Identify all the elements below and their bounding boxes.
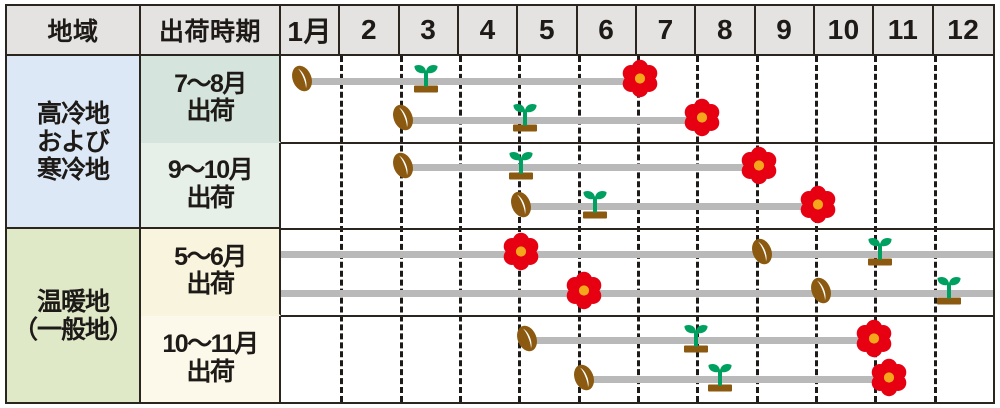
header-month-9: 9 xyxy=(755,6,815,56)
header-month-2: 2 xyxy=(340,6,400,56)
header-month-11: 11 xyxy=(874,6,934,56)
row-separator xyxy=(281,228,993,230)
shipping-period-cell: 5～6月 出荷 xyxy=(141,229,281,316)
header-month-6: 6 xyxy=(577,6,637,56)
header-month-8: 8 xyxy=(696,6,756,56)
sprout-icon xyxy=(501,145,541,190)
shipping-label-line: 7～8月 xyxy=(174,69,247,98)
flower-icon xyxy=(853,317,895,364)
header-month-3: 3 xyxy=(399,6,459,56)
sprout-icon xyxy=(700,357,740,402)
seed-icon xyxy=(745,235,779,274)
region-label-line: 高冷地 xyxy=(36,99,110,128)
flower-icon xyxy=(797,183,839,230)
timeline-bar xyxy=(527,337,875,345)
header-month-1: 1月 xyxy=(281,6,341,56)
header-month-12: 12 xyxy=(933,6,993,56)
shipping-label-line: 出荷 xyxy=(186,270,235,299)
shipping-period-cell: 9～10月 出荷 xyxy=(141,142,281,229)
shipping-label-line: 出荷 xyxy=(186,183,235,212)
region-label-line: および xyxy=(36,127,110,156)
sprout-icon xyxy=(676,318,716,363)
flower-icon xyxy=(500,231,542,278)
timeline-bar xyxy=(521,203,818,210)
header-month-10: 10 xyxy=(815,6,875,56)
region-label-line: 温暖地 xyxy=(36,287,110,316)
flower-icon xyxy=(738,144,780,191)
row-separator xyxy=(281,314,993,317)
shipping-period-cell: 7～8月 出荷 xyxy=(141,56,281,143)
seed-icon xyxy=(386,148,420,187)
region-cell-cold: 高冷地 および 寒冷地 xyxy=(7,56,141,229)
timeline-bar xyxy=(301,77,640,85)
sprout-icon xyxy=(860,232,900,277)
table-outer-frame xyxy=(5,4,995,404)
header-month-4: 4 xyxy=(459,6,519,56)
timeline-bar xyxy=(583,376,890,383)
row-separator xyxy=(281,141,993,144)
timeline-bar xyxy=(281,289,993,297)
timeline-bar xyxy=(402,164,759,172)
flower-icon xyxy=(619,58,661,105)
sprout-icon xyxy=(505,98,545,143)
region-label-line: 寒冷地 xyxy=(36,155,110,184)
shipping-label-line: 出荷 xyxy=(186,357,235,386)
flower-icon xyxy=(868,356,910,402)
sprout-icon xyxy=(929,271,969,316)
seed-icon xyxy=(567,360,601,399)
shipping-label-line: 出荷 xyxy=(186,97,235,126)
timeline-grid xyxy=(281,56,993,402)
flower-icon xyxy=(563,270,605,317)
shipping-label-line: 10～11月 xyxy=(162,330,259,359)
flower-icon xyxy=(681,97,723,144)
seed-icon xyxy=(804,274,838,313)
timeline-bar xyxy=(281,250,993,258)
header-month-7: 7 xyxy=(637,6,697,56)
shipping-label-line: 9～10月 xyxy=(167,156,254,185)
sprout-icon xyxy=(406,59,446,104)
timeline-bar xyxy=(402,116,703,124)
seed-icon xyxy=(510,321,544,360)
sprout-icon xyxy=(575,184,615,229)
shipping-period-cell: 10～11月 出荷 xyxy=(141,315,281,402)
seed-icon xyxy=(386,101,420,140)
seed-icon xyxy=(504,187,538,226)
header-region: 地域 xyxy=(7,6,141,56)
header-shipping: 出荷時期 xyxy=(141,6,281,56)
seed-icon xyxy=(285,62,319,101)
region-label-line: （一般地） xyxy=(12,315,134,344)
shipping-label-line: 5～6月 xyxy=(174,242,247,271)
header-month-5: 5 xyxy=(518,6,578,56)
region-cell-warm: 温暖地 （一般地） xyxy=(7,229,141,402)
